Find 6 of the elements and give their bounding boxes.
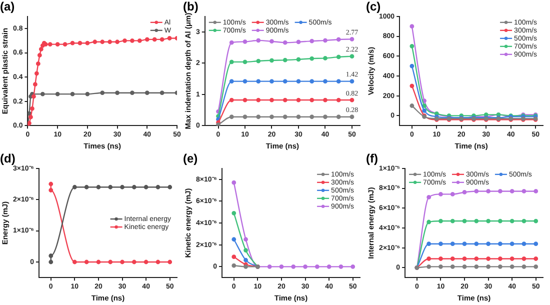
chart-title: (b) [183,0,198,14]
chart-title: (f) [366,152,378,166]
chart-title: (e) [183,152,198,166]
chart-title: (a) [0,0,15,14]
chart-title: (c) [366,0,381,14]
chart-title: (d) [0,152,16,166]
